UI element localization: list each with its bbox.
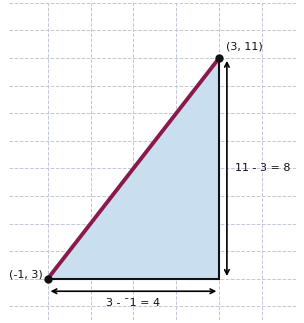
Text: (-1, 3): (-1, 3) xyxy=(9,270,43,280)
Text: 3 - ¯1 = 4: 3 - ¯1 = 4 xyxy=(106,298,161,308)
Text: 11 - 3 = 8: 11 - 3 = 8 xyxy=(235,163,290,173)
Text: (3, 11): (3, 11) xyxy=(226,41,262,51)
Polygon shape xyxy=(48,58,219,279)
